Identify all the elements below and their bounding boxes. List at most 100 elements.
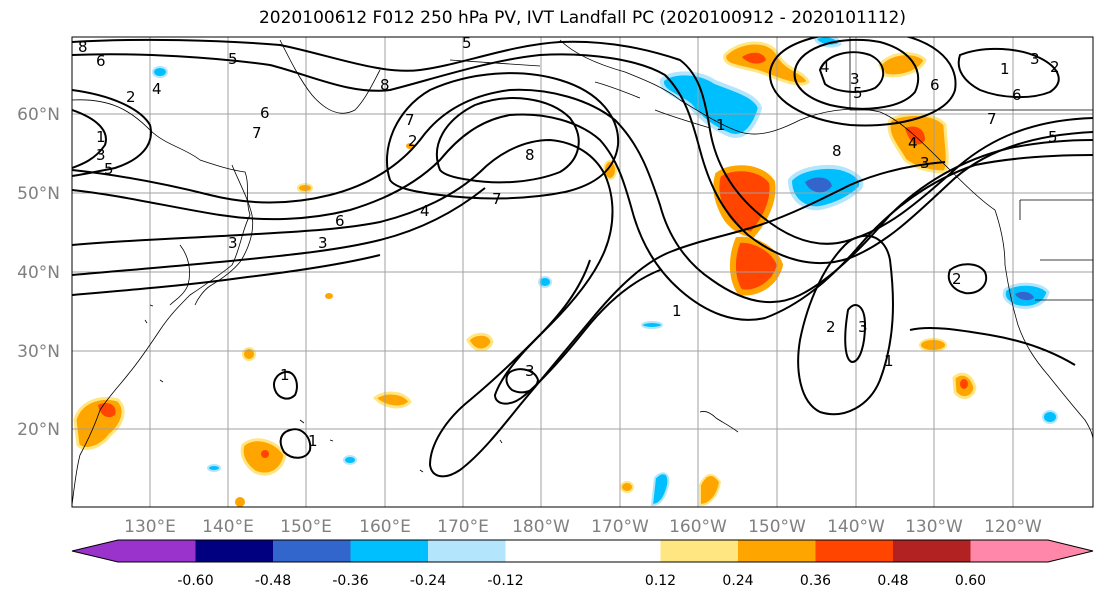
colorbar-swatch bbox=[660, 540, 739, 562]
contour-label: 5 bbox=[228, 50, 238, 68]
positive-anomaly bbox=[235, 497, 245, 507]
contour-label: 8 bbox=[78, 38, 88, 56]
contour-label: 7 bbox=[987, 110, 997, 128]
gridlines bbox=[72, 37, 1093, 507]
contour-label: 1 bbox=[884, 352, 894, 370]
negative-anomaly bbox=[1042, 410, 1058, 424]
contour-label: 7 bbox=[252, 124, 262, 142]
negative-anomaly bbox=[659, 71, 763, 138]
contour-label: 3 bbox=[920, 154, 930, 172]
contour-label: 3 bbox=[850, 70, 860, 88]
na-coastline bbox=[994, 209, 1093, 441]
negative-anomaly bbox=[152, 66, 168, 78]
colorbar-swatch bbox=[195, 540, 274, 562]
shaded-anomalies bbox=[73, 37, 1058, 507]
contour-label: 1 bbox=[96, 128, 106, 146]
contour-label: 6 bbox=[260, 104, 270, 122]
longitude-label: 160°W bbox=[669, 517, 727, 537]
positive-anomaly bbox=[730, 236, 784, 296]
negative-anomaly bbox=[650, 472, 670, 507]
colorbar-tick-label: -0.24 bbox=[410, 573, 446, 589]
contour-labels: 8 6 4 2 1 3 5 5 6 7 8 7 8 6 4 3 5 7 6 5 … bbox=[78, 37, 1060, 450]
positive-anomaly bbox=[372, 391, 412, 409]
contour-label: 5 bbox=[1048, 128, 1058, 146]
longitude-label: 140°W bbox=[827, 517, 885, 537]
contour-label: 4 bbox=[908, 134, 918, 152]
pv-contour bbox=[957, 47, 1060, 99]
colorbar-swatch bbox=[738, 540, 816, 562]
longitude-label: 180°W bbox=[512, 517, 570, 537]
contour-label: 6 bbox=[96, 52, 106, 70]
pv-contour bbox=[72, 109, 107, 169]
latitude-label: 30°N bbox=[17, 342, 60, 362]
contour-label: 3 bbox=[858, 318, 868, 336]
latitude-labels: 20°N 30°N 40°N 50°N 60°N bbox=[17, 105, 60, 440]
contour-label: 7 bbox=[492, 190, 502, 208]
longitude-label: 130°E bbox=[124, 517, 176, 537]
latitude-label: 20°N bbox=[17, 420, 60, 440]
longitude-label: 120°W bbox=[984, 517, 1042, 537]
asia-coastline bbox=[72, 99, 251, 506]
positive-anomaly bbox=[699, 474, 722, 507]
contour-label: 2 bbox=[952, 270, 962, 288]
negative-anomaly bbox=[343, 455, 357, 465]
colorbar-max-extension bbox=[1048, 540, 1093, 562]
colorbar-swatch bbox=[893, 540, 971, 562]
contour-label: 7 bbox=[405, 111, 415, 129]
contour-label: 3 bbox=[525, 362, 535, 380]
contour-label: 1 bbox=[672, 302, 682, 320]
contour-label: 5 bbox=[853, 84, 863, 102]
latitude-label: 50°N bbox=[17, 184, 60, 204]
contour-label: 6 bbox=[930, 76, 940, 94]
contour-label: 1 bbox=[716, 116, 726, 134]
kamchatka-coastline bbox=[279, 39, 381, 114]
longitude-label: 130°W bbox=[905, 517, 963, 537]
colorbar-tick-label: -0.60 bbox=[177, 573, 213, 589]
islands bbox=[144, 304, 503, 473]
colorbar-swatch bbox=[970, 540, 1049, 562]
negative-anomaly bbox=[538, 276, 552, 288]
pv-contour bbox=[72, 138, 946, 478]
pv-contour bbox=[72, 38, 1093, 245]
pv-contour bbox=[818, 51, 885, 93]
hawaii-islands bbox=[699, 411, 739, 433]
pv-contours bbox=[72, 37, 1093, 478]
japan-coastline bbox=[194, 164, 254, 306]
colorbar-tick-label: 0.12 bbox=[645, 573, 676, 589]
colorbar-tick-label: 0.48 bbox=[877, 573, 908, 589]
pv-contour bbox=[279, 428, 312, 459]
contour-label: 3 bbox=[1030, 50, 1040, 68]
negative-anomaly bbox=[1015, 291, 1034, 301]
pv-contour bbox=[793, 38, 920, 110]
longitude-label: 150°E bbox=[280, 517, 332, 537]
colorbar bbox=[71, 539, 1094, 563]
pv-contour bbox=[385, 72, 620, 200]
colorbar-swatch bbox=[505, 540, 584, 562]
contour-label: 8 bbox=[525, 146, 535, 164]
longitude-label: 170°W bbox=[591, 517, 649, 537]
latitude-label: 40°N bbox=[17, 263, 60, 283]
pv-contour bbox=[72, 89, 152, 177]
positive-anomaly bbox=[620, 481, 634, 493]
contour-label: 2 bbox=[408, 132, 418, 150]
canada-border bbox=[849, 37, 1093, 301]
map-panel: 8 6 4 2 1 3 5 5 6 7 8 7 8 6 4 3 5 7 6 5 … bbox=[72, 37, 1093, 507]
colorbar-swatch bbox=[815, 540, 894, 562]
pv-contour bbox=[273, 370, 298, 400]
korea-coastline bbox=[169, 244, 190, 306]
pv-contour bbox=[435, 97, 580, 184]
contour-label: 2 bbox=[126, 88, 136, 106]
positive-anomaly bbox=[919, 338, 947, 352]
contour-label: 8 bbox=[380, 76, 390, 94]
contour-label: 4 bbox=[420, 202, 430, 220]
pv-contour bbox=[844, 304, 867, 364]
contour-label: 3 bbox=[228, 234, 238, 252]
colorbar-outline bbox=[71, 539, 1094, 563]
positive-anomaly bbox=[297, 183, 313, 193]
pv-contour bbox=[72, 53, 1093, 265]
colorbar-swatch bbox=[273, 540, 351, 562]
contour-label: 4 bbox=[820, 58, 830, 76]
colorbar-tick-label: -0.48 bbox=[255, 573, 291, 589]
positive-anomaly bbox=[742, 52, 766, 64]
